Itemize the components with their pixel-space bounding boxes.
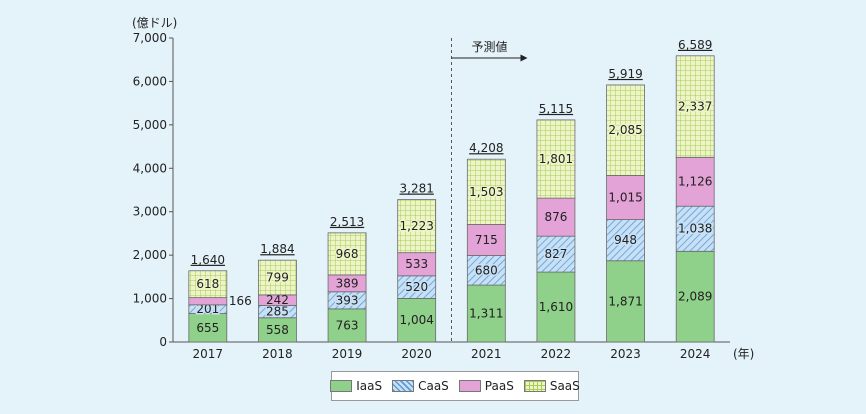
bar-segment-iaas [327, 308, 367, 343]
data-label-iaas: 1,610 [539, 300, 573, 314]
data-label-caas: 948 [614, 233, 637, 247]
data-label-paas: 1,015 [608, 191, 642, 205]
x-tick-label: 2020 [401, 347, 432, 361]
bar-total-label: 5,115 [539, 102, 573, 116]
data-label-iaas: 655 [196, 321, 219, 335]
legend-item-iaas: IaaS [330, 379, 382, 393]
bar-total-label: 3,281 [400, 182, 434, 196]
data-label-saas: 2,337 [678, 100, 712, 114]
legend-swatch-iaas [330, 380, 353, 392]
bar-segment-paas [606, 175, 645, 220]
bar-segment-saas [188, 270, 228, 299]
data-label-iaas: 2,089 [678, 290, 712, 304]
bar-segment-paas [466, 224, 506, 256]
bar-total-label: 5,919 [608, 67, 642, 81]
bar-total-label: 2,513 [330, 215, 364, 229]
data-label-saas: 1,223 [400, 219, 434, 233]
bar-segment-caas [675, 205, 715, 252]
bar-segment-caas [606, 219, 645, 262]
bar-segment-saas [397, 199, 437, 254]
data-label-saas: 618 [196, 277, 219, 291]
data-label-iaas: 1,311 [469, 307, 503, 321]
bar-total-label: 1,884 [260, 242, 294, 256]
y-axis: 0 1,000 2,000 3,000 4,000 5,000 6,000 7,000 [133, 31, 730, 349]
y-axis-unit-label: (億ドル) [132, 16, 177, 30]
data-label-paas: 876 [544, 210, 567, 224]
legend-swatch-saas [523, 380, 546, 392]
bar-segment-iaas [188, 313, 228, 343]
data-label-iaas: 763 [336, 318, 359, 332]
data-label-paas: 242 [266, 293, 289, 307]
data-label-caas: 827 [544, 247, 567, 261]
forecast-annotation: 予測値 [451, 38, 528, 342]
bars-group: 6552011666181,64020175582852427991,88420… [188, 38, 715, 361]
data-label-paas: 389 [336, 276, 359, 290]
bar-segment-paas [536, 197, 576, 237]
data-label-paas: 715 [475, 233, 498, 247]
x-tick-label: 2018 [262, 347, 293, 361]
forecast-label: 予測値 [472, 39, 508, 54]
data-label-iaas: 1,004 [400, 313, 434, 327]
data-label-iaas: 1,871 [608, 294, 642, 308]
bar-segment-saas [675, 55, 715, 158]
x-tick-label: 2022 [541, 347, 572, 361]
legend-item-paas: PaaS [458, 379, 514, 393]
y-tick-label: 3,000 [133, 205, 167, 219]
data-label-caas: 520 [405, 280, 428, 294]
bar-segment-saas [466, 158, 506, 225]
x-axis-unit-label: (年) [733, 347, 754, 361]
legend-swatch-caas [392, 380, 415, 392]
data-label-caas: 393 [336, 293, 359, 307]
y-tick-label: 1,000 [133, 292, 167, 306]
bar-segment-iaas [397, 297, 437, 343]
bar-segment-caas [536, 235, 576, 273]
data-label-saas: 799 [266, 271, 289, 285]
y-tick-label: 4,000 [133, 161, 167, 175]
legend-label: IaaS [356, 379, 383, 393]
legend-swatch-paas [458, 380, 481, 392]
x-tick-label: 2019 [332, 347, 363, 361]
data-label-saas: 1,503 [469, 185, 503, 199]
bar-segment-saas [606, 84, 645, 176]
legend-label: SaaS [549, 379, 580, 393]
x-tick-label: 2021 [471, 347, 502, 361]
data-label-saas: 2,085 [608, 123, 642, 137]
data-label-iaas: 558 [266, 323, 289, 337]
legend-item-saas: SaaS [523, 379, 580, 393]
bar-segment-iaas [258, 317, 297, 343]
data-label-saas: 968 [336, 247, 359, 261]
x-tick-label: 2017 [193, 347, 224, 361]
y-tick-label: 2,000 [133, 248, 167, 262]
y-tick-label: 7,000 [133, 31, 167, 45]
bar-total-label: 6,589 [678, 38, 712, 52]
data-label-paas: 166 [229, 294, 252, 308]
y-tick-label: 0 [159, 335, 167, 349]
bar-total-label: 1,640 [191, 253, 225, 267]
data-label-paas: 1,126 [678, 175, 712, 189]
data-label-saas: 1,801 [539, 152, 573, 166]
legend-item-caas: CaaS [392, 379, 449, 393]
bar-segment-caas [466, 255, 506, 286]
bar-segment-saas [258, 259, 297, 296]
y-tick-label: 6,000 [133, 74, 167, 88]
bar-segment-saas [327, 232, 367, 276]
x-tick-label: 2024 [680, 347, 711, 361]
y-tick-label: 5,000 [133, 118, 167, 132]
bar-segment-paas [675, 156, 715, 207]
legend: IaaS CaaS PaaS SaaS [330, 371, 580, 401]
bar-segment-saas [536, 119, 576, 199]
legend-label: CaaS [418, 379, 449, 393]
data-label-caas: 285 [266, 305, 289, 319]
bar-segment-paas [188, 297, 228, 306]
data-label-caas: 1,038 [678, 222, 712, 236]
data-label-caas: 680 [475, 263, 498, 277]
x-tick-label: 2023 [610, 347, 641, 361]
bar-total-label: 4,208 [469, 141, 503, 155]
legend-label: PaaS [484, 379, 514, 393]
data-label-paas: 533 [405, 257, 428, 271]
